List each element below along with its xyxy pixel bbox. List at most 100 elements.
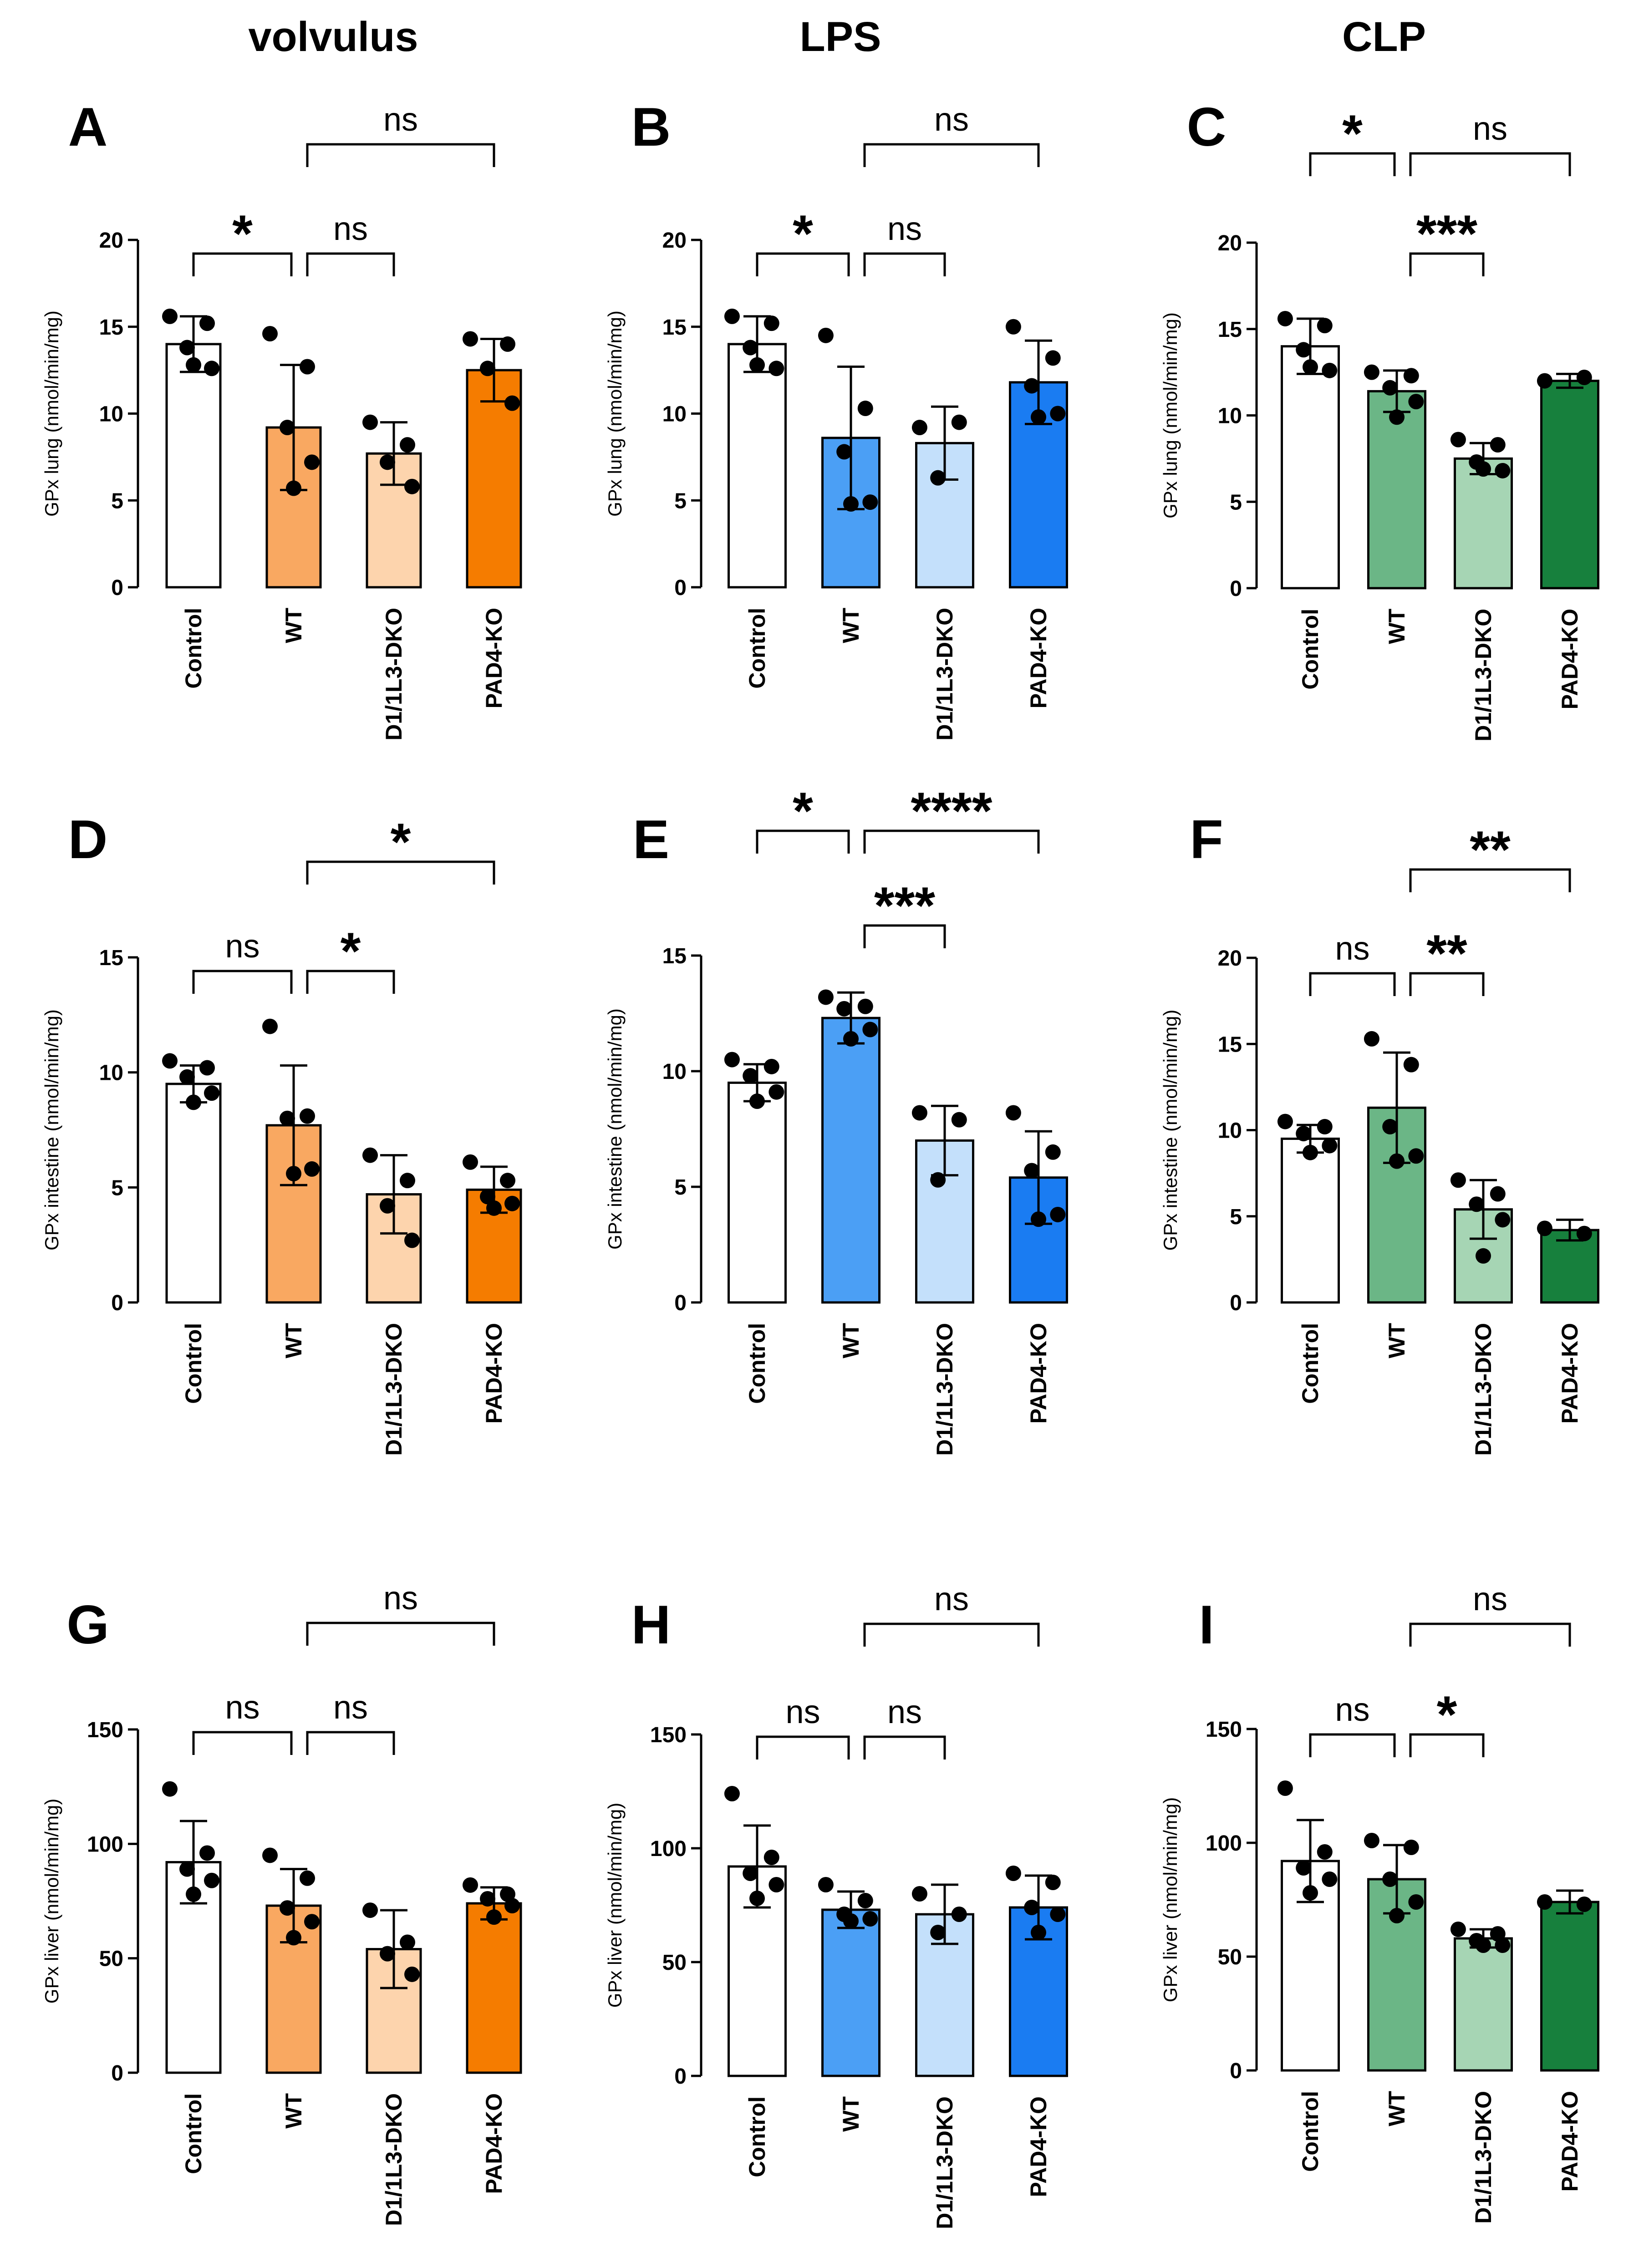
panel-f-data-point <box>1296 1126 1312 1142</box>
panel-i-significance-bracket <box>1409 1622 1571 1647</box>
panel-d-y-tick-label: 10 <box>99 1061 123 1085</box>
panel-e-data-point <box>724 1052 740 1068</box>
panel-c-y-axis-label: GPx lung (nmol/min/mg) <box>1160 312 1181 519</box>
panel-d-data-point <box>179 1069 195 1085</box>
panel-a-category-label: PAD4-KO <box>481 608 507 708</box>
panel-g-data-point <box>199 1845 215 1861</box>
panel-f-bar-Control <box>1281 1137 1340 1304</box>
panel-b-data-point <box>1045 350 1061 366</box>
panel-c-data-point <box>1382 380 1398 396</box>
panel-f-data-point <box>1277 1114 1293 1129</box>
panel-d-category-label: D1/1L3-DKO <box>381 1323 407 1456</box>
panel-a-significance-label: ns <box>383 102 418 138</box>
panel-f-significance-bracket <box>1309 972 1396 996</box>
panel-d-y-axis-label: GPx intestine (nmol/min/mg) <box>41 1009 62 1251</box>
panel-c-significance-bracket <box>1409 152 1571 176</box>
panel-d-significance-bracket <box>306 970 395 994</box>
panel-b-category-label: D1/1L3-DKO <box>932 608 957 741</box>
panel-d-data-point <box>380 1198 395 1214</box>
panel-e-data-point <box>1005 1105 1021 1121</box>
panel-c-data-point <box>1322 362 1338 378</box>
panel-d-data-point <box>262 1018 278 1034</box>
panel-e-data-point <box>743 1068 758 1084</box>
panel-d-category-label: WT <box>281 1323 306 1358</box>
panel-a-data-point <box>380 454 395 470</box>
panel-c-data-point <box>1389 409 1405 425</box>
panel-i-bar-D1/1L3-DKO <box>1454 1937 1513 2072</box>
panel-h: H GPx liver (nmol/min/mg) 0 50 100 150 Control… <box>604 1581 1068 2229</box>
panel-a: A GPx lung (nmol/min/mg) 0 5 10 15 20 Control WT… <box>41 97 522 741</box>
panel-d-data-point <box>404 1232 420 1248</box>
panel-g-data-point <box>262 1847 278 1863</box>
panel-c-data-point <box>1364 364 1379 380</box>
panel-d-data-point <box>186 1094 201 1110</box>
panel-g-significance-bracket <box>306 1731 395 1755</box>
panel-a-category-label: D1/1L3-DKO <box>381 608 407 741</box>
panel-d-data-point <box>486 1200 502 1216</box>
panel-e-data-point <box>857 998 873 1014</box>
panel-c-bar-PAD4-KO <box>1540 380 1599 590</box>
panel-a-y-axis-label: GPx lung (nmol/min/mg) <box>41 310 62 517</box>
panel-e-category-label: D1/1L3-DKO <box>932 1323 957 1456</box>
panel-f-y-tick-label: 15 <box>1218 1032 1242 1057</box>
panel-g-significance-label: ns <box>333 1689 368 1726</box>
panel-g-data-point <box>380 1946 395 1962</box>
panel-h-significance-bracket <box>863 1622 1040 1647</box>
panel-b-data-point <box>930 470 946 486</box>
panel-c-data-point <box>1576 370 1592 386</box>
panel-c-significance-bracket <box>1309 152 1396 176</box>
panel-d-category-label: Control <box>181 1323 206 1404</box>
panel-b-significance-label: ns <box>887 211 922 247</box>
panel-b-significance-bracket <box>756 252 850 276</box>
panel-a-data-point <box>500 336 515 352</box>
panel-a-significance-label: * <box>232 205 253 263</box>
panel-e-y-tick-label: 0 <box>674 1291 687 1315</box>
panel-b-data-point <box>724 308 740 324</box>
panel-e-data-point <box>1050 1206 1066 1222</box>
panel-f-data-point <box>1403 1057 1419 1073</box>
panel-a-data-point <box>262 326 278 342</box>
panel-d-data-point <box>162 1053 178 1069</box>
panel-a-y-tick-label: 20 <box>99 229 123 253</box>
panel-e-data-point <box>862 1022 878 1037</box>
panel-h-data-point <box>911 1886 927 1902</box>
panel-i-data-point <box>1476 1937 1491 1953</box>
panel-c-data-point <box>1403 368 1419 384</box>
panel-g-letter: G <box>66 1594 109 1655</box>
panel-h-y-tick-label: 0 <box>674 2065 687 2089</box>
panel-b-data-point <box>749 357 765 373</box>
panel-b-data-point <box>843 496 859 512</box>
panel-i-significance-bracket <box>1409 1733 1485 1757</box>
panel-i-category-label: D1/1L3-DKO <box>1471 2091 1496 2224</box>
panel-d-significance-label: * <box>391 813 411 871</box>
panel-i-y-tick-label: 150 <box>1206 1718 1242 1742</box>
panel-d-data-point <box>304 1161 320 1177</box>
panel-i-data-point <box>1382 1871 1398 1887</box>
panel-c-y-tick-label: 20 <box>1218 231 1242 255</box>
panel-c-category-label: PAD4-KO <box>1557 609 1583 709</box>
panel-g-y-tick-label: 0 <box>111 2061 123 2085</box>
panel-e-data-point <box>951 1112 967 1128</box>
panel-d-data-point <box>400 1173 415 1189</box>
panel-f-data-point <box>1476 1248 1491 1264</box>
panel-f-significance-bracket <box>1409 972 1485 996</box>
panel-h-data-point <box>769 1877 784 1892</box>
panel-h-category-label: Control <box>744 2096 770 2177</box>
panel-f-significance-label: ** <box>1470 821 1511 879</box>
panel-e-data-point <box>763 1058 779 1074</box>
panel-h-data-point <box>862 1911 878 1927</box>
panel-a-letter: A <box>68 97 108 158</box>
panel-e-data-point <box>1024 1163 1040 1179</box>
panel-h-data-point <box>1045 1875 1061 1890</box>
panel-i-y-tick-label: 0 <box>1230 2059 1242 2083</box>
panel-f-data-point <box>1382 1119 1398 1134</box>
panel-f: F GPx intestine (nmol/min/mg) 0 5 10 15 20 Cont… <box>1160 809 1599 1456</box>
panel-b-y-tick-label: 10 <box>662 402 687 427</box>
panel-h-significance-label: ns <box>785 1694 820 1730</box>
panel-g: G GPx liver (nmol/min/mg) 0 50 100 150 Control… <box>41 1580 522 2226</box>
panel-g-significance-label: ns <box>383 1580 418 1617</box>
panel-f-data-point <box>1317 1119 1333 1134</box>
panel-c-significance-bracket <box>1409 252 1485 276</box>
panel-e-y-tick-label: 5 <box>674 1175 687 1200</box>
